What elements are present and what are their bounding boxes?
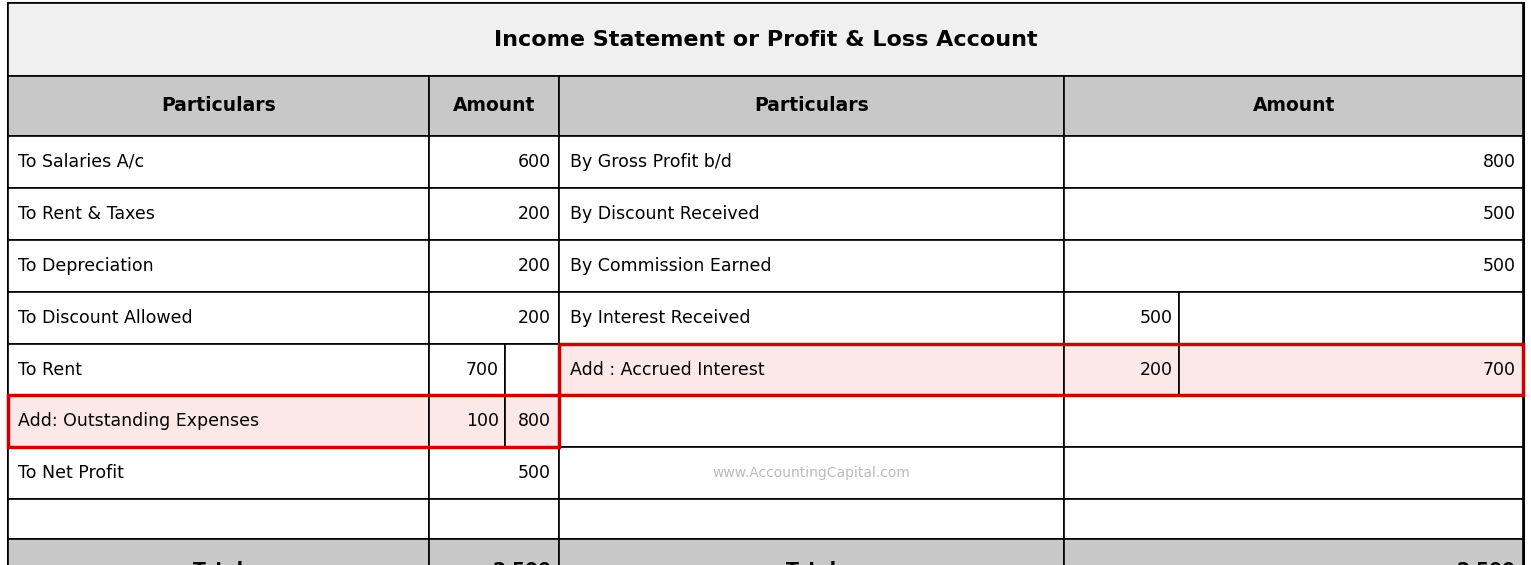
Text: Particulars: Particulars xyxy=(755,97,868,115)
Text: Amount: Amount xyxy=(453,97,534,115)
Text: 500: 500 xyxy=(1482,257,1516,275)
Bar xyxy=(8,499,429,539)
Text: By Gross Profit b/d: By Gross Profit b/d xyxy=(570,153,732,171)
Text: Total: Total xyxy=(193,560,243,565)
Bar xyxy=(1064,539,1523,565)
Bar xyxy=(559,344,1523,395)
Text: 200: 200 xyxy=(517,205,551,223)
Bar xyxy=(8,188,429,240)
Text: To Rent & Taxes: To Rent & Taxes xyxy=(18,205,155,223)
Bar xyxy=(505,344,559,395)
Text: 800: 800 xyxy=(1482,153,1516,171)
Bar xyxy=(1064,396,1523,447)
Text: Add: Outstanding Expenses: Add: Outstanding Expenses xyxy=(18,412,259,431)
Bar xyxy=(8,396,429,447)
Bar xyxy=(1064,76,1523,136)
Text: To Rent: To Rent xyxy=(18,360,83,379)
Text: To Discount Allowed: To Discount Allowed xyxy=(18,308,193,327)
Text: Amount: Amount xyxy=(1252,97,1335,115)
Bar xyxy=(429,136,559,188)
Text: 500: 500 xyxy=(1139,308,1173,327)
Text: By Commission Earned: By Commission Earned xyxy=(570,257,772,275)
Text: To Depreciation: To Depreciation xyxy=(18,257,155,275)
Bar xyxy=(429,188,559,240)
Bar xyxy=(8,344,429,395)
Text: Total: Total xyxy=(785,560,837,565)
Bar xyxy=(559,539,1064,565)
Bar xyxy=(559,292,1064,344)
Bar xyxy=(1179,292,1523,344)
Bar xyxy=(429,76,559,136)
Text: 100: 100 xyxy=(465,412,499,431)
Text: 500: 500 xyxy=(1482,205,1516,223)
Bar xyxy=(1064,499,1523,539)
Bar xyxy=(1064,447,1523,499)
Bar xyxy=(559,499,1064,539)
Bar xyxy=(1179,344,1523,395)
Bar xyxy=(559,396,1064,447)
Text: Particulars: Particulars xyxy=(161,97,276,115)
Bar xyxy=(8,539,429,565)
Bar xyxy=(559,240,1064,292)
Bar xyxy=(8,76,429,136)
Bar xyxy=(429,292,559,344)
Bar xyxy=(8,447,429,499)
Text: 2,500: 2,500 xyxy=(491,560,551,565)
Bar xyxy=(559,344,1064,395)
Text: By Interest Received: By Interest Received xyxy=(570,308,750,327)
Bar xyxy=(1064,292,1179,344)
Text: By Discount Received: By Discount Received xyxy=(570,205,759,223)
Bar xyxy=(429,240,559,292)
Bar xyxy=(8,3,1523,76)
Text: 200: 200 xyxy=(517,257,551,275)
Bar xyxy=(1064,188,1523,240)
Bar xyxy=(559,136,1064,188)
Text: 200: 200 xyxy=(1139,360,1173,379)
Bar xyxy=(429,447,559,499)
Bar xyxy=(505,396,559,447)
Text: 600: 600 xyxy=(517,153,551,171)
Text: 800: 800 xyxy=(517,412,551,431)
Text: 2,500: 2,500 xyxy=(1456,560,1516,565)
Bar xyxy=(8,396,559,447)
Bar xyxy=(429,539,559,565)
Text: 700: 700 xyxy=(1482,360,1516,379)
Bar xyxy=(559,188,1064,240)
Bar xyxy=(8,136,429,188)
Text: www.AccountingCapital.com: www.AccountingCapital.com xyxy=(712,467,911,480)
Bar xyxy=(1064,136,1523,188)
Bar xyxy=(1064,344,1179,395)
Bar xyxy=(8,292,429,344)
Bar xyxy=(429,499,559,539)
Bar xyxy=(429,344,505,395)
Text: Add : Accrued Interest: Add : Accrued Interest xyxy=(570,360,764,379)
Text: To Salaries A/c: To Salaries A/c xyxy=(18,153,144,171)
Bar xyxy=(1064,240,1523,292)
Bar xyxy=(8,240,429,292)
Text: To Net Profit: To Net Profit xyxy=(18,464,124,483)
Bar xyxy=(559,447,1064,499)
Text: Income Statement or Profit & Loss Account: Income Statement or Profit & Loss Accoun… xyxy=(493,29,1038,50)
Text: 500: 500 xyxy=(517,464,551,483)
Bar xyxy=(559,76,1064,136)
Text: 200: 200 xyxy=(517,308,551,327)
Bar xyxy=(429,396,505,447)
Text: 700: 700 xyxy=(465,360,499,379)
